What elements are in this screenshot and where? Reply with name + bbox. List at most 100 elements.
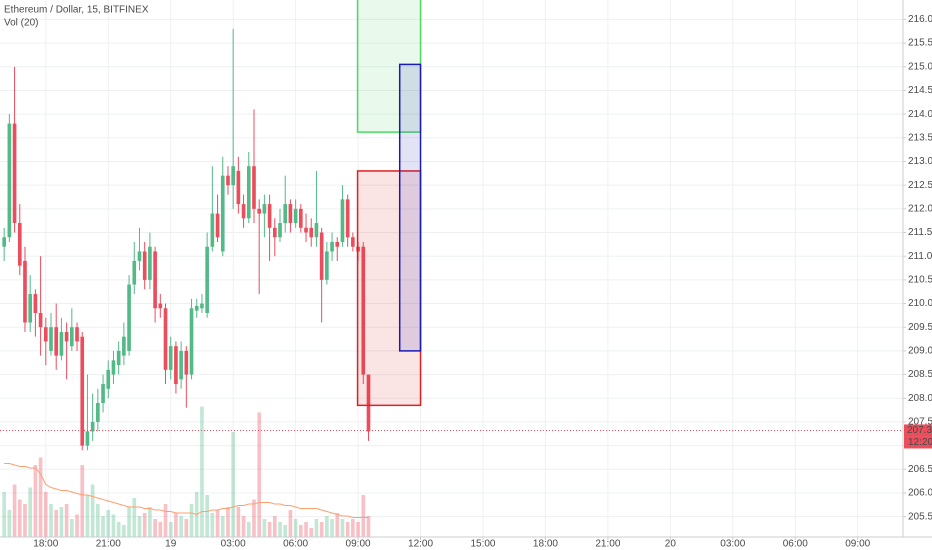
volume-bar <box>70 519 74 537</box>
candle-body <box>340 199 345 242</box>
candle-body <box>184 350 189 375</box>
y-tick-label: 206.50 <box>908 464 932 475</box>
y-tick-label: 210.00 <box>908 298 932 309</box>
candle-body <box>80 336 85 446</box>
candle-body <box>345 199 350 238</box>
volume-bar <box>283 525 288 537</box>
volume-bar <box>257 412 262 537</box>
candle-body <box>314 223 319 238</box>
candle-body <box>28 294 33 323</box>
candle-body <box>272 227 277 238</box>
volume-bar <box>246 522 251 537</box>
candle-body <box>38 313 43 328</box>
candles <box>2 28 371 451</box>
candle-body <box>226 175 230 186</box>
volume-bar <box>351 519 355 537</box>
volume-bar <box>252 499 256 537</box>
candle-body <box>241 204 246 219</box>
candle-body <box>210 213 215 247</box>
candle-body <box>17 223 22 266</box>
volume-bar <box>215 510 220 537</box>
candle-body <box>304 227 308 233</box>
candle-body <box>49 327 53 351</box>
y-tick-label: 216.00 <box>908 14 932 25</box>
candle-body <box>325 251 329 280</box>
candle-body <box>158 303 163 309</box>
volume-bar <box>23 504 27 537</box>
candle-body <box>153 251 157 309</box>
y-tick-label: 208.00 <box>908 393 932 404</box>
volume-bar <box>314 519 319 537</box>
candle-body <box>351 237 355 247</box>
candle-body <box>137 251 142 261</box>
candle-body <box>70 327 74 347</box>
drawing-rectangle <box>398 63 422 352</box>
candle-body <box>246 166 251 219</box>
volume-bar <box>49 504 53 537</box>
volume-bar <box>85 495 90 537</box>
y-tick-label: 212.00 <box>908 203 932 214</box>
candle-body <box>231 166 235 186</box>
x-tick-label: 06:00 <box>283 539 308 550</box>
volume-bar <box>127 507 131 537</box>
volume-bar <box>43 492 48 537</box>
candle-body <box>33 294 38 314</box>
volume-bar <box>293 519 298 537</box>
y-tick-label: 214.00 <box>908 109 932 120</box>
candle-body <box>319 232 324 280</box>
volume-bar <box>288 510 293 537</box>
candle-body <box>90 421 95 432</box>
last-price-label: 207.32 <box>907 425 932 436</box>
candle-body <box>236 170 241 205</box>
volume-bar <box>106 510 111 537</box>
candle-body <box>194 305 199 311</box>
candle-body <box>283 204 288 224</box>
candle-body <box>111 360 116 375</box>
volume-ma-line <box>4 463 369 518</box>
candle-body <box>220 175 225 252</box>
drawing-rectangle <box>356 0 422 133</box>
y-tick-label: 215.00 <box>908 61 932 72</box>
volume-bar <box>64 504 69 537</box>
volume-bar <box>184 519 189 537</box>
candle-body <box>174 346 178 385</box>
candle-body <box>75 327 79 342</box>
volume-title: Vol (20) <box>4 18 38 29</box>
y-tick-label: 205.50 <box>908 511 932 522</box>
y-tick-label: 207.50 <box>908 417 932 428</box>
candle-body <box>132 260 137 285</box>
volume-bar <box>90 484 95 537</box>
candle-body <box>64 331 69 342</box>
x-tick-label: 09:00 <box>346 539 371 550</box>
volume-bar <box>111 514 116 537</box>
volume-bar <box>366 516 371 537</box>
drawing-rectangle <box>356 170 422 407</box>
candle-body <box>43 327 48 342</box>
volume-bar <box>220 516 225 537</box>
candle-body <box>215 213 220 238</box>
candle-body <box>96 402 100 422</box>
volume-bar <box>304 522 308 537</box>
x-tick-label: 03:00 <box>221 539 246 550</box>
countdown-tag <box>904 436 932 449</box>
volume-bar <box>345 522 350 537</box>
volume-bar <box>299 525 303 537</box>
candle-body <box>288 204 293 224</box>
volume-bar <box>158 522 163 537</box>
candle-body <box>262 204 267 214</box>
y-tick-label: 212.50 <box>908 180 932 191</box>
y-tick-label: 213.00 <box>908 156 932 167</box>
x-tick-label: 15:00 <box>470 539 495 550</box>
candle-body <box>278 223 282 238</box>
volume-bar <box>28 487 33 537</box>
candle-body <box>179 350 183 380</box>
volume-bar <box>340 519 345 537</box>
volume-bar <box>174 513 178 537</box>
volume-bar <box>241 516 246 537</box>
candle-body <box>7 123 12 238</box>
x-tick-label: 09:00 <box>845 539 870 550</box>
candle-body <box>85 431 90 446</box>
drawings <box>356 0 422 407</box>
